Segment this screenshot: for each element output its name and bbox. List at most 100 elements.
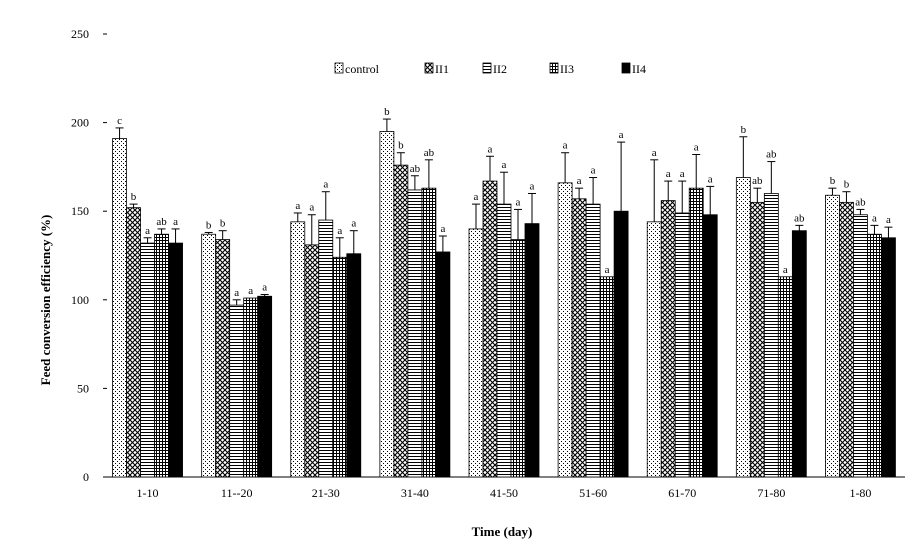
bar-II2-41-50 — [496, 203, 512, 478]
bar-II3-11--20 — [243, 297, 259, 478]
y-tick-label: 0 — [83, 470, 89, 484]
bar-II2-11--20 — [229, 304, 245, 478]
significance-label: ab — [752, 175, 763, 187]
bar-II4-11--20 — [257, 295, 273, 478]
significance-label: a — [591, 165, 596, 177]
bar-II4-31-40 — [435, 251, 451, 478]
bar-II1-71-80 — [749, 201, 765, 478]
significance-label: c — [117, 115, 122, 127]
significance-label: a — [295, 200, 300, 212]
x-tick-label: 31-40 — [401, 486, 429, 500]
y-tick-label: 250 — [71, 27, 89, 41]
significance-label: a — [872, 212, 877, 224]
significance-label: a — [708, 173, 713, 185]
significance-label: a — [248, 285, 253, 297]
bar-control-11--20 — [201, 233, 217, 478]
bar-control-41-50 — [468, 228, 484, 478]
bar-control-21-30 — [290, 221, 306, 478]
significance-label: b — [741, 124, 747, 136]
legend-label-II3: II3 — [560, 62, 574, 76]
bar-II1-51-60 — [571, 198, 587, 478]
bar-II3-1-10 — [154, 233, 169, 478]
significance-label: b — [844, 179, 850, 191]
bar-II1-31-40 — [393, 164, 409, 478]
bar-II1-41-50 — [482, 180, 498, 478]
significance-label: b — [398, 140, 404, 152]
legend-swatch-II1 — [424, 62, 434, 74]
significance-label: ab — [410, 163, 421, 175]
significance-label: a — [563, 140, 568, 152]
bar-II1-11--20 — [215, 239, 231, 478]
bar-II2-31-40 — [407, 189, 423, 478]
significance-label: a — [262, 281, 267, 293]
bar-II1-1-80 — [839, 201, 854, 478]
y-tick-label: 100 — [71, 293, 89, 307]
bar-II3-31-40 — [421, 187, 437, 478]
x-axis-title: Time (day) — [472, 524, 533, 539]
significance-label: a — [502, 159, 507, 171]
bar-II2-51-60 — [585, 203, 601, 478]
bar-II4-71-80 — [791, 230, 807, 478]
legend: control II1 II2 II3 II4 — [334, 62, 646, 76]
y-tick-label: 200 — [71, 116, 89, 130]
legend-swatch-II2 — [482, 62, 492, 74]
bar-control-51-60 — [557, 182, 573, 478]
significance-label: a — [323, 179, 328, 191]
significance-label: ab — [855, 196, 866, 208]
bar-II3-61-70 — [688, 187, 704, 478]
significance-label: a — [783, 264, 788, 276]
bar-II4-21-30 — [346, 253, 362, 478]
significance-label: a — [666, 168, 671, 180]
significance-label: a — [577, 175, 582, 187]
significance-label: a — [440, 223, 445, 235]
y-tick-label: 150 — [71, 204, 89, 218]
legend-swatch-II3 — [549, 62, 559, 74]
bar-II1-21-30 — [304, 244, 320, 478]
significance-label: a — [530, 180, 535, 192]
bar-II4-41-50 — [524, 223, 540, 478]
bar-control-1-80 — [825, 194, 840, 478]
significance-label: a — [309, 202, 314, 214]
legend-swatch-control — [334, 62, 344, 74]
bar-II2-1-10 — [140, 242, 155, 478]
significance-label: a — [680, 168, 685, 180]
significance-label: ab — [794, 212, 805, 224]
significance-label: b — [830, 175, 836, 187]
legend-swatch-II4 — [621, 62, 631, 74]
bar-II3-41-50 — [510, 239, 526, 478]
bar-II3-51-60 — [599, 276, 615, 478]
bar-II2-61-70 — [674, 212, 690, 478]
x-tick-label: 51-60 — [579, 486, 607, 500]
significance-label: b — [206, 219, 212, 231]
legend-label-control: control — [345, 62, 380, 76]
bar-control-71-80 — [735, 177, 751, 478]
significance-label: a — [351, 218, 356, 230]
bar-II1-1-10 — [126, 207, 141, 478]
bar-control-61-70 — [646, 221, 662, 478]
significance-label: ab — [766, 149, 777, 161]
x-tick-label: 11--20 — [221, 486, 253, 500]
bar-II4-1-80 — [881, 237, 896, 478]
significance-label: a — [488, 143, 493, 155]
bar-II2-1-80 — [853, 214, 868, 478]
significance-label: a — [516, 196, 521, 208]
bar-II4-61-70 — [702, 214, 718, 478]
bar-II3-1-80 — [867, 233, 882, 478]
significance-label: a — [474, 191, 479, 203]
significance-label: a — [619, 129, 624, 141]
x-tick-label: 71-80 — [757, 486, 785, 500]
x-tick-label: 1-10 — [137, 486, 159, 500]
bar-II4-1-10 — [168, 242, 183, 478]
significance-label: b — [384, 106, 390, 118]
legend-label-II4: II4 — [632, 62, 646, 76]
bar-II1-61-70 — [660, 200, 676, 478]
legend-label-II1: II1 — [435, 62, 449, 76]
y-axis-title: Feed conversion efficiency (%) — [38, 215, 53, 386]
significance-label: a — [605, 264, 610, 276]
bar-control-1-10 — [112, 138, 127, 478]
bar-II4-51-60 — [613, 210, 629, 478]
significance-label: b — [220, 218, 226, 230]
